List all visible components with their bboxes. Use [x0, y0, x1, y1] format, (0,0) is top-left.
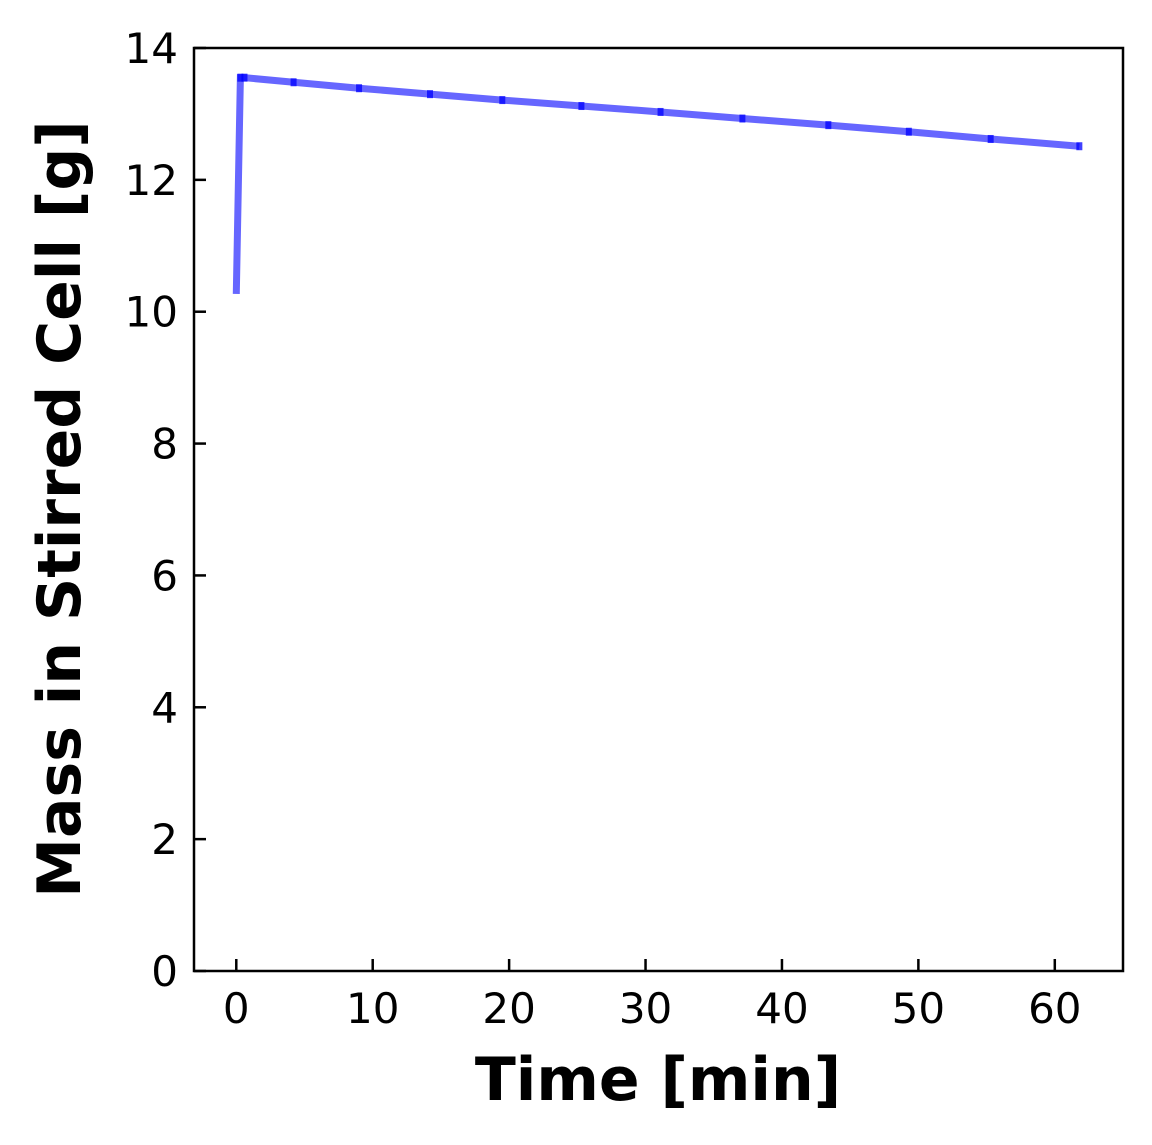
data-point	[905, 127, 912, 136]
y-tick-label: 10	[125, 288, 178, 337]
x-tick-label: 40	[755, 984, 808, 1033]
data-point	[237, 73, 244, 82]
y-axis-title: Mass in Stirred Cell [g]	[25, 120, 95, 897]
data-point	[578, 102, 585, 111]
data-point	[657, 107, 664, 116]
data-point	[427, 90, 433, 99]
y-tick-label: 14	[125, 24, 178, 73]
y-tick-label: 0	[151, 947, 178, 996]
y-tick-label: 8	[151, 420, 178, 469]
plot-frame	[192, 46, 1125, 973]
x-tick-label: 20	[482, 984, 535, 1033]
series-layer	[232, 73, 1083, 294]
data-point	[1076, 142, 1083, 151]
y-tick-label: 6	[151, 551, 178, 600]
data-point	[241, 73, 248, 82]
data-point	[739, 114, 746, 123]
x-tick-label: 50	[892, 984, 945, 1033]
data-point	[499, 96, 506, 105]
y-tick-label: 2	[151, 815, 178, 864]
data-point	[356, 84, 363, 93]
x-tick-label: 10	[346, 984, 399, 1033]
y-axis-ticks: 0 2 4 6 8 10 12 14	[125, 24, 206, 996]
y-tick-label: 12	[125, 156, 178, 205]
data-point	[290, 78, 297, 87]
x-axis-ticks: 0 10 20 30 40 50 60	[223, 959, 1082, 1033]
x-tick-label: 30	[619, 984, 672, 1033]
data-point	[987, 134, 994, 143]
data-point	[825, 121, 832, 130]
series-line	[232, 74, 1080, 294]
x-tick-label: 60	[1028, 984, 1081, 1033]
x-tick-label: 0	[223, 984, 250, 1033]
y-tick-label: 4	[151, 683, 178, 732]
x-axis-title: Time [min]	[475, 1045, 841, 1115]
